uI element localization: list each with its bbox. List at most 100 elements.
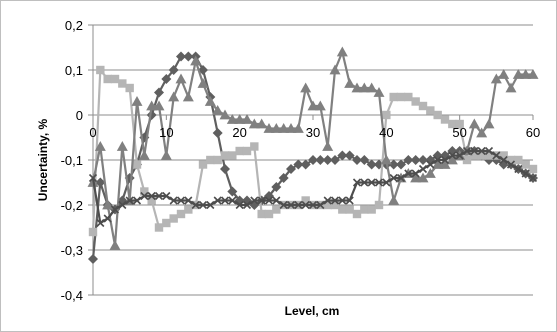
data-point (498, 69, 510, 79)
data-point (520, 69, 532, 79)
data-point (235, 146, 244, 156)
data-point (125, 196, 134, 205)
data-point (264, 196, 274, 205)
data-point (484, 146, 494, 156)
y-axis-title: Uncertainty, % (36, 118, 50, 201)
data-point (292, 123, 304, 133)
data-point (204, 96, 216, 106)
data-point (455, 119, 464, 129)
data-point (528, 173, 538, 183)
data-point (521, 160, 530, 169)
data-point (248, 118, 260, 129)
data-point (366, 82, 378, 93)
data-point (396, 92, 406, 102)
data-point (146, 100, 158, 111)
horizontal-gridlines (93, 24, 533, 296)
tick-labels: -0,4 -0,3 -0,2 -0,1 0 0,1 0,2 0 10 20 30 40 50 60 (61, 18, 541, 303)
data-point (476, 127, 488, 138)
data-point (293, 159, 304, 170)
data-point (228, 196, 237, 205)
data-point (270, 123, 282, 133)
data-point (417, 172, 429, 183)
data-point (88, 173, 98, 183)
data-point (226, 114, 238, 124)
data-point (506, 160, 516, 169)
data-point (403, 155, 414, 165)
data-point (132, 196, 142, 205)
data-point (206, 200, 215, 210)
y-tick-label: -0,1 (61, 153, 83, 168)
data-point (404, 92, 413, 102)
data-point (160, 150, 172, 160)
data-point (330, 155, 340, 165)
data-point (440, 155, 450, 165)
data-point (154, 223, 164, 232)
data-point (169, 214, 178, 223)
data-point (373, 87, 385, 97)
data-point (118, 79, 127, 88)
data-point (116, 141, 128, 151)
data-point (382, 178, 391, 187)
x-tick-label: 0 (89, 125, 96, 140)
data-point (301, 200, 310, 210)
data-point (118, 200, 127, 210)
data-point (212, 105, 224, 115)
data-point (352, 209, 362, 219)
data-point (323, 200, 332, 210)
data-point (337, 150, 348, 161)
y-tick-label: -0,4 (61, 288, 83, 303)
data-point (140, 191, 149, 201)
data-point (468, 118, 480, 129)
data-point (147, 191, 156, 201)
data-point (271, 182, 282, 192)
data-point (190, 55, 202, 66)
data-point (410, 155, 421, 165)
data-point (191, 200, 200, 210)
y-tick-label: 0,2 (65, 18, 83, 33)
data-point (483, 118, 495, 129)
data-point (308, 200, 318, 210)
data-point (316, 200, 325, 210)
data-point (527, 69, 539, 79)
data-point (411, 169, 420, 178)
data-point (131, 96, 143, 106)
data-point (294, 200, 303, 210)
data-point (351, 82, 363, 93)
data-point (162, 218, 171, 228)
data-point (477, 151, 486, 160)
data-point (448, 119, 457, 129)
data-point (388, 159, 399, 170)
data-point (88, 227, 98, 237)
data-point (433, 110, 442, 120)
data-point (404, 169, 413, 178)
x-tick-label: 10 (159, 125, 173, 140)
data-point (103, 214, 112, 223)
data-point (257, 196, 266, 205)
data-point (470, 146, 479, 156)
x-axis-title: Level, cm (285, 304, 340, 318)
data-point (432, 159, 444, 169)
data-point (336, 46, 348, 57)
data-point (426, 106, 435, 115)
data-point (183, 51, 194, 62)
x-tick-label: 60 (526, 125, 540, 140)
data-point (322, 155, 333, 165)
data-point (411, 97, 420, 106)
data-point (490, 73, 502, 84)
data-point (198, 200, 208, 210)
data-point (94, 141, 106, 151)
data-point (462, 155, 472, 165)
data-point (344, 150, 355, 161)
data-point (228, 151, 237, 160)
data-point (329, 64, 341, 75)
data-point (132, 160, 142, 169)
x-tick-label: 40 (379, 125, 393, 140)
data-point (212, 128, 223, 138)
series-x (88, 146, 538, 228)
data-point (154, 191, 164, 201)
data-point (103, 74, 112, 84)
data-point (162, 191, 171, 201)
data-point (360, 178, 369, 187)
data-point (272, 196, 281, 205)
